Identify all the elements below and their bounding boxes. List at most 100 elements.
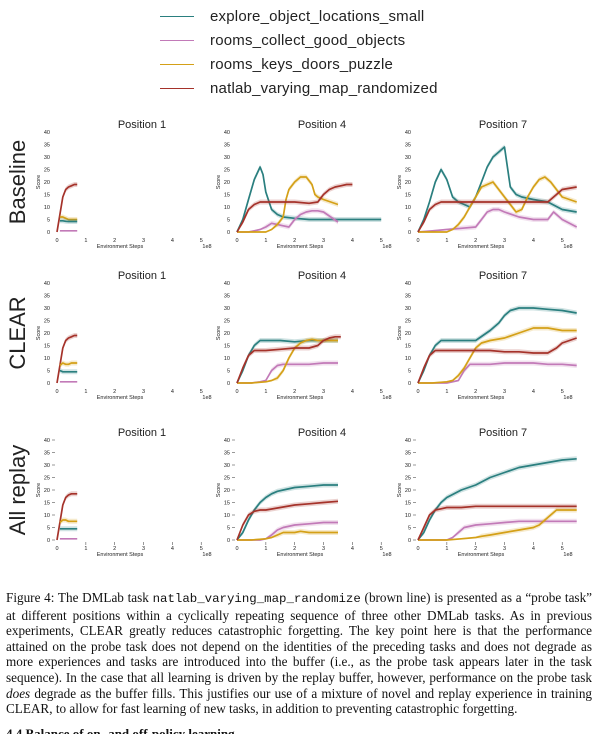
x-tick-label: 0	[55, 238, 58, 244]
y-tick-label: 30	[405, 463, 411, 469]
panel-title: Position 4	[298, 119, 346, 131]
series-band-rooms_keys_doors_puzzle	[418, 174, 577, 232]
y-tick-label: 20	[224, 331, 230, 337]
x-tick-label: 2	[474, 389, 477, 395]
series-band-explore_object_locations_small	[237, 338, 338, 383]
y-tick-label: 35	[224, 294, 230, 300]
x-tick-label: 2	[474, 238, 477, 244]
x-tick-label: 1	[445, 546, 448, 552]
y-tick-label: 5	[408, 369, 411, 375]
x-exponent-label: 1e8	[563, 244, 572, 250]
series-band-explore_object_locations_small	[418, 305, 577, 383]
y-tick-label: 5	[227, 526, 230, 532]
series-line-rooms_collect_good_objects	[418, 520, 577, 541]
series-line-rooms_keys_doors_puzzle	[418, 327, 577, 384]
series-line-rooms_collect_good_objects	[237, 209, 339, 233]
series-band-rooms_collect_good_objects	[237, 360, 338, 383]
y-tick-label: 25	[224, 168, 230, 174]
x-tick-label: 1	[264, 238, 267, 244]
y-tick-label: 20	[405, 488, 411, 494]
y-tick-label: 25	[405, 168, 411, 174]
y-tick-label: 35	[44, 451, 50, 457]
y-tick-label: 0	[408, 538, 411, 544]
y-tick-label: 20	[405, 180, 411, 186]
legend-item: natlab_varying_map_randomized	[160, 76, 438, 100]
x-tick-label: 3	[503, 546, 506, 552]
y-tick-label: 40	[405, 281, 411, 287]
x-tick-label: 3	[503, 238, 506, 244]
series-band-natlab_varying_map_randomized	[418, 503, 577, 540]
y-tick-label: 15	[405, 501, 411, 507]
series-line-explore_object_locations_small	[59, 219, 78, 223]
series-line-natlab_varying_map_randomized	[417, 186, 577, 233]
legend-swatch	[160, 39, 194, 41]
section-heading-fragment: 4.4 Balance of on- and off-policy learni…	[6, 726, 306, 734]
y-tick-label: 40	[224, 130, 230, 136]
x-tick-label: 3	[322, 546, 325, 552]
x-tick-label: 5	[380, 238, 383, 244]
y-tick-label: 10	[44, 356, 50, 362]
series-line-natlab_varying_map_randomized	[236, 183, 353, 233]
x-tick-label: 0	[416, 389, 419, 395]
y-tick-label: 30	[405, 306, 411, 312]
y-tick-label: 15	[44, 193, 50, 199]
legend-label: explore_object_locations_small	[210, 7, 425, 25]
y-tick-label: 25	[44, 168, 50, 174]
y-tick-label: 5	[47, 369, 50, 375]
y-tick-label: 15	[405, 344, 411, 350]
caption-text-2: (brown line) is presented as a “probe ta…	[6, 590, 593, 685]
y-axis-label: Score	[216, 326, 222, 340]
series-band-explore_object_locations_small	[237, 164, 382, 232]
x-tick-label: 5	[200, 389, 203, 395]
x-axis-label: Environment Steps	[97, 395, 144, 401]
y-tick-label: 0	[227, 538, 230, 544]
y-tick-label: 10	[224, 205, 230, 211]
y-tick-label: 30	[44, 306, 50, 312]
series-band-rooms_keys_doors_puzzle	[237, 528, 338, 540]
legend: explore_object_locations_small rooms_col…	[160, 4, 438, 100]
y-tick-label: 15	[224, 193, 230, 199]
x-tick-label: 5	[380, 546, 383, 552]
x-axis-label: Environment Steps	[458, 395, 505, 401]
x-tick-label: 5	[561, 389, 564, 395]
row-label: All replay	[5, 445, 30, 535]
y-tick-label: 40	[44, 438, 50, 444]
x-tick-label: 1	[264, 389, 267, 395]
y-tick-label: 25	[44, 476, 50, 482]
x-tick-label: 4	[171, 238, 174, 244]
x-tick-label: 4	[532, 546, 535, 552]
x-tick-label: 3	[142, 238, 145, 244]
x-tick-label: 1	[84, 546, 87, 552]
y-tick-label: 20	[44, 488, 50, 494]
x-tick-label: 0	[416, 238, 419, 244]
y-tick-label: 0	[408, 381, 411, 387]
y-tick-label: 35	[44, 143, 50, 149]
x-axis-label: Environment Steps	[277, 552, 324, 558]
x-tick-label: 0	[55, 389, 58, 395]
x-tick-label: 3	[503, 389, 506, 395]
y-tick-label: 5	[47, 526, 50, 532]
legend-label: rooms_keys_doors_puzzle	[210, 55, 394, 73]
y-tick-label: 5	[227, 369, 230, 375]
caption-text-1: The DMLab task	[57, 590, 149, 605]
y-tick-label: 0	[47, 538, 50, 544]
y-tick-label: 10	[405, 513, 411, 519]
x-tick-label: 1	[84, 238, 87, 244]
series-line-rooms_collect_good_objects	[418, 362, 577, 384]
series-line-natlab_varying_map_randomized	[56, 334, 78, 384]
y-tick-label: 40	[405, 438, 411, 444]
x-tick-label: 2	[293, 238, 296, 244]
legend-swatch	[160, 63, 194, 65]
series-line-rooms_keys_doors_puzzle	[237, 176, 339, 233]
x-tick-label: 1	[264, 546, 267, 552]
x-tick-label: 2	[293, 546, 296, 552]
y-tick-label: 30	[224, 463, 230, 469]
panel-title: Position 7	[479, 427, 527, 439]
series-line-explore_object_locations_small	[417, 307, 577, 384]
y-axis-label: Score	[397, 483, 403, 497]
y-tick-label: 30	[224, 306, 230, 312]
y-tick-label: 10	[405, 356, 411, 362]
x-axis-label: Environment Steps	[277, 244, 324, 250]
x-tick-label: 0	[235, 389, 238, 395]
y-tick-label: 10	[224, 513, 230, 519]
